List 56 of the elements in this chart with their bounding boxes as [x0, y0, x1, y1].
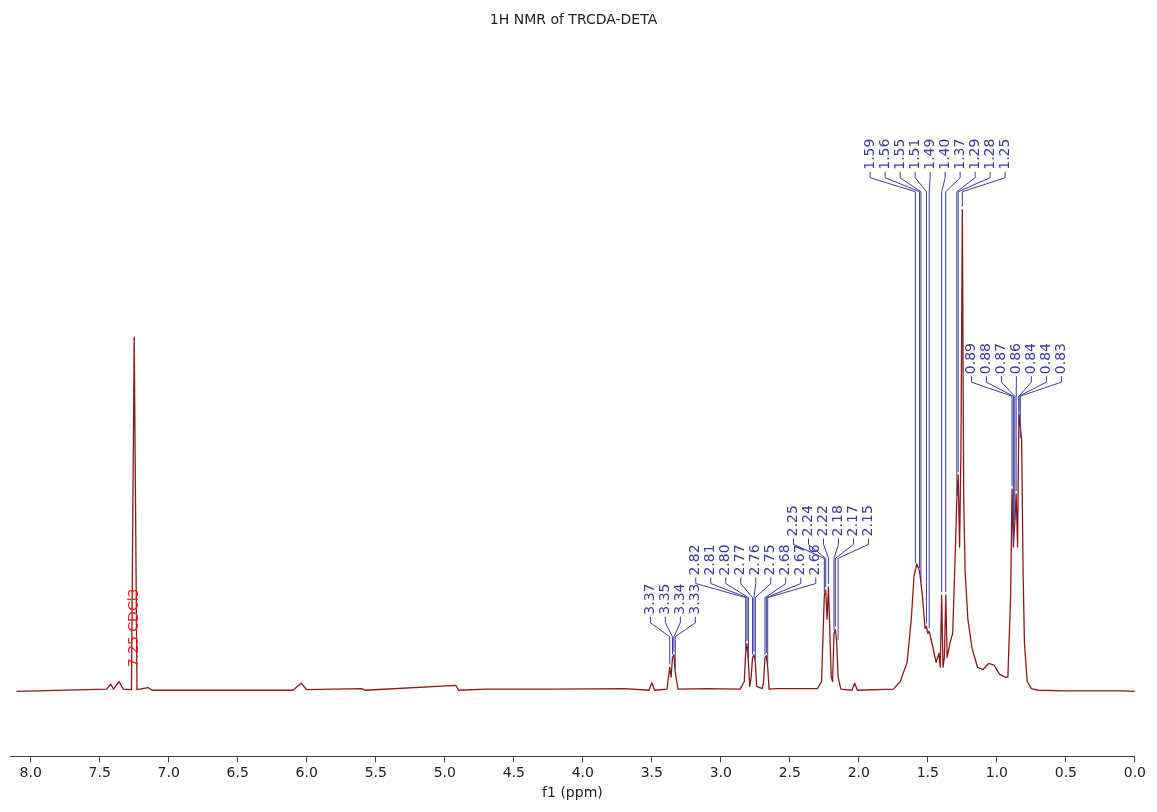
- annotation: 0.87: [992, 343, 1009, 375]
- x-tick-label: 1.5: [916, 764, 939, 781]
- x-tick-label: 5.5: [364, 764, 387, 781]
- annotation: 1.40: [935, 138, 952, 170]
- annotation: 0.89: [962, 343, 979, 375]
- annotation: 0.84: [1037, 342, 1054, 375]
- x-tick-label: 6.5: [226, 764, 249, 781]
- annotation: 1.49: [920, 138, 937, 170]
- x-tick-label: 4.0: [571, 764, 594, 781]
- x-tick-label: 5.0: [433, 764, 456, 781]
- x-tick-label: 2.5: [778, 764, 801, 781]
- annotation: 7.25 CDCl3: [124, 588, 141, 668]
- x-tick-label: 1.0: [985, 764, 1008, 781]
- annotation: 3.34: [670, 583, 687, 615]
- annotation: 1.59: [860, 138, 877, 170]
- x-tick-label: 3.5: [640, 764, 663, 781]
- annotation: 3.33: [685, 583, 702, 615]
- x-axis-title: f1 (ppm): [542, 784, 603, 801]
- annotation: 2.17: [844, 505, 861, 537]
- annotation: 2.77: [731, 544, 748, 576]
- annotation: 2.24: [799, 505, 816, 537]
- x-tick-label: 7.0: [157, 764, 180, 781]
- annotation: 2.15: [859, 505, 876, 537]
- annotation: 2.18: [829, 505, 846, 537]
- x-tick-label: 2.0: [847, 764, 870, 781]
- annotation: 3.35: [655, 583, 672, 615]
- x-tick-label: 0.0: [1123, 764, 1146, 781]
- annotation: 1.28: [980, 138, 997, 170]
- x-tick-label: 3.0: [709, 764, 732, 781]
- annotation: 0.86: [1007, 342, 1024, 375]
- annotation: 2.66: [806, 544, 823, 576]
- x-tick-label: 7.5: [88, 764, 111, 781]
- annotation: 2.67: [791, 544, 808, 576]
- annotation: 1.56: [875, 138, 892, 170]
- annotation: 0.88: [977, 343, 994, 375]
- x-tick-label: 0.5: [1054, 764, 1077, 781]
- annotation: 1.37: [950, 138, 967, 170]
- x-tick-label: 8.0: [19, 764, 42, 781]
- annotation: 1.29: [965, 138, 982, 170]
- chart-title: 1H NMR of TRCDA-DETA: [489, 11, 658, 28]
- annotation: 2.80: [716, 544, 733, 576]
- annotation: 3.37: [640, 583, 657, 615]
- annotation: 2.82: [686, 544, 703, 576]
- annotation: 2.75: [761, 544, 778, 576]
- annotation: 0.83: [1052, 343, 1069, 375]
- x-tick-label: 6.0: [295, 764, 318, 781]
- annotation: 2.25: [784, 505, 801, 537]
- annotation: 2.81: [701, 544, 718, 576]
- annotation: 0.84: [1022, 342, 1039, 375]
- annotation: 1.55: [890, 138, 907, 170]
- annotation: 1.51: [905, 138, 922, 170]
- x-tick-label: 4.5: [502, 764, 525, 781]
- annotation: 2.76: [746, 544, 763, 576]
- annotation: 2.22: [814, 505, 831, 537]
- annotation: 1.25: [995, 138, 1012, 170]
- annotation: 2.68: [776, 544, 793, 576]
